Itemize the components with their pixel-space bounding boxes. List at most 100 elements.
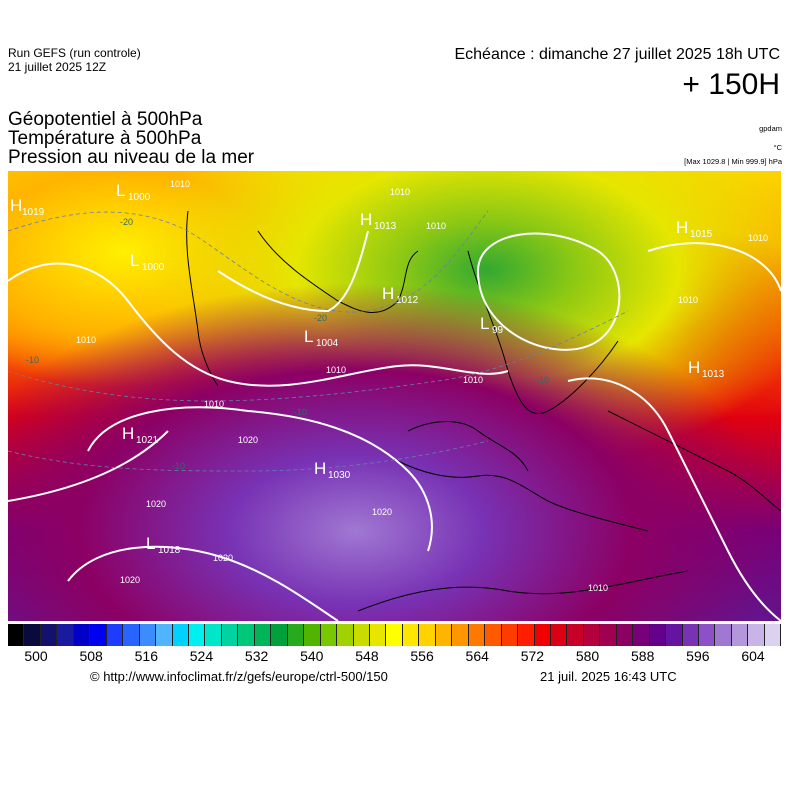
pressure-center-symbol: L bbox=[480, 314, 489, 333]
color-scale-tick-label: 516 bbox=[134, 648, 158, 664]
map-titles: Géopotentiel à 500hPa Température à 500h… bbox=[8, 110, 254, 167]
color-scale-tick-label: 596 bbox=[686, 648, 710, 664]
color-scale-tick-label: 588 bbox=[631, 648, 655, 664]
temperature-label: -10 bbox=[536, 375, 549, 385]
color-scale-tick-label: 540 bbox=[300, 648, 324, 664]
isobar-label: 1020 bbox=[146, 499, 166, 509]
temperature-label: -10 bbox=[26, 355, 39, 365]
title-pressure: Pression au niveau de la mer bbox=[8, 147, 255, 168]
isobar-label: 1020 bbox=[238, 435, 258, 445]
color-swatch bbox=[419, 624, 436, 646]
color-swatch bbox=[435, 624, 453, 646]
color-swatch bbox=[304, 624, 321, 646]
unit-pressure: [Max 1029.8 | Min 999.9] hPa bbox=[684, 157, 782, 166]
color-swatch bbox=[24, 624, 41, 646]
pressure-center-value: 1030 bbox=[328, 470, 351, 481]
isobar-value-labels: 1010 1010 1010 1010 1010 1010 1010 1010 … bbox=[76, 179, 768, 593]
color-swatch bbox=[205, 624, 222, 646]
color-swatch bbox=[8, 624, 25, 646]
pressure-center-symbol: H bbox=[10, 196, 22, 215]
lead-time: + 150H bbox=[682, 68, 780, 101]
pressure-center-value: 1004 bbox=[316, 338, 339, 349]
pressure-center-value: 1015 bbox=[690, 229, 713, 240]
pressure-center-value: 99 bbox=[492, 325, 504, 336]
pressure-center-symbol: L bbox=[130, 251, 139, 270]
isobar-label: 1020 bbox=[213, 553, 233, 563]
isobar-label: 1010 bbox=[390, 187, 410, 197]
weather-map: H 1019 L 1000 L 1000 H 1013 H 1012 L 100… bbox=[8, 171, 781, 621]
color-swatch bbox=[188, 624, 206, 646]
color-swatch bbox=[106, 624, 124, 646]
color-swatch bbox=[649, 624, 667, 646]
temperature-label: -20 bbox=[314, 313, 327, 323]
pressure-center-value: 1000 bbox=[128, 192, 151, 203]
color-scale-tick-label: 564 bbox=[465, 648, 489, 664]
pressure-center-symbol: H bbox=[688, 358, 700, 377]
color-swatch bbox=[337, 624, 354, 646]
color-swatch bbox=[123, 624, 140, 646]
pressure-center-labels: H 1019 L 1000 L 1000 H 1013 H 1012 L 100… bbox=[10, 181, 725, 556]
run-info: Run GEFS (run controle) 21 juillet 2025 … bbox=[8, 46, 141, 74]
color-swatch bbox=[369, 624, 387, 646]
color-scale-tick-label: 572 bbox=[520, 648, 545, 664]
pressure-center-symbol: L bbox=[116, 181, 125, 200]
source-credit: © http://www.infoclimat.fr/z/gefs/europe… bbox=[90, 669, 388, 684]
color-swatch bbox=[468, 624, 486, 646]
isobar-label: 1010 bbox=[463, 375, 483, 385]
color-swatch bbox=[172, 624, 189, 646]
isobar-label: 1020 bbox=[372, 507, 392, 517]
pressure-center-value: 1000 bbox=[142, 262, 165, 273]
run-date: 21 juillet 2025 12Z bbox=[8, 60, 107, 74]
color-swatch bbox=[287, 624, 305, 646]
pressure-center-symbol: L bbox=[304, 327, 313, 346]
temperature-value-labels: -20 -20 -10 -10 -10 -10 bbox=[26, 217, 549, 471]
color-swatch bbox=[715, 624, 732, 646]
color-swatch bbox=[666, 624, 683, 646]
pressure-center-value: 1018 bbox=[158, 545, 181, 556]
pressure-center-symbol: H bbox=[122, 424, 134, 443]
color-scale-tick-label: 580 bbox=[575, 648, 600, 664]
color-swatch bbox=[90, 624, 107, 646]
pressure-center-value: 1012 bbox=[396, 295, 419, 306]
color-swatch bbox=[139, 624, 157, 646]
temperature-label: -10 bbox=[294, 407, 307, 417]
pressure-center-symbol: H bbox=[676, 218, 688, 237]
coastlines bbox=[186, 210, 781, 612]
color-swatch bbox=[682, 624, 700, 646]
isobar-label: 1010 bbox=[204, 399, 224, 409]
color-swatch bbox=[731, 624, 749, 646]
generation-time: 21 juil. 2025 16:43 UTC bbox=[540, 669, 677, 684]
isobar-label: 1010 bbox=[326, 365, 346, 375]
color-swatch bbox=[583, 624, 601, 646]
color-scale-tick-label: 532 bbox=[244, 648, 269, 664]
color-swatch bbox=[452, 624, 469, 646]
color-swatch bbox=[567, 624, 584, 646]
color-swatch bbox=[238, 624, 255, 646]
unit-temperature: °C bbox=[773, 143, 782, 152]
color-scale-tick-label: 556 bbox=[410, 648, 434, 664]
pressure-center-symbol: H bbox=[382, 284, 394, 303]
color-swatch bbox=[616, 624, 634, 646]
forecast-valid-time: Echéance : dimanche 27 juillet 2025 18h … bbox=[454, 46, 780, 63]
color-scale-tick-label: 508 bbox=[79, 648, 103, 664]
color-swatch bbox=[764, 624, 782, 646]
temperature-label: -20 bbox=[120, 217, 133, 227]
pressure-center-symbol: L bbox=[146, 534, 155, 553]
color-swatch bbox=[73, 624, 91, 646]
color-swatch bbox=[271, 624, 288, 646]
color-swatch bbox=[534, 624, 551, 646]
pressure-center-value: 1021 bbox=[136, 435, 159, 446]
temperature-isolines bbox=[8, 210, 629, 472]
color-swatch bbox=[254, 624, 272, 646]
pressure-center-symbol: H bbox=[360, 210, 372, 229]
color-swatch bbox=[633, 624, 650, 646]
isobar-label: 1010 bbox=[426, 221, 446, 231]
isobar-label: 1010 bbox=[170, 179, 190, 189]
color-scale-tick-label: 524 bbox=[189, 648, 214, 664]
color-swatch bbox=[518, 624, 535, 646]
color-swatch bbox=[600, 624, 617, 646]
color-swatch bbox=[748, 624, 765, 646]
isobar-label: 1020 bbox=[120, 575, 140, 585]
color-swatch bbox=[501, 624, 519, 646]
title-geopotential: Géopotentiel à 500hPa bbox=[8, 109, 203, 130]
